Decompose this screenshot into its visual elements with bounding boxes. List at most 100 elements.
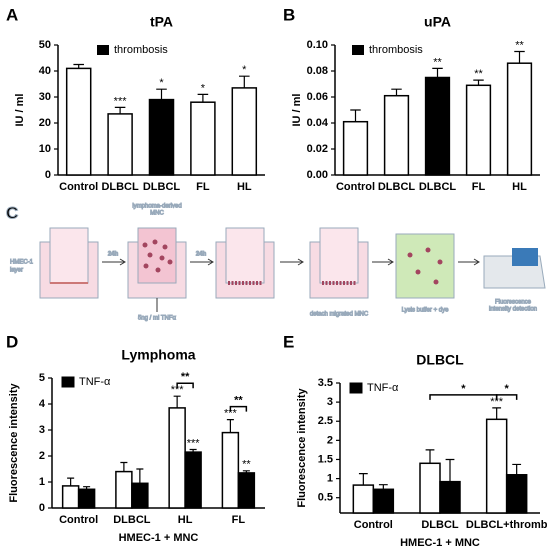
x-tick-label: FL [472, 181, 486, 193]
legend-label: TNF-α [79, 376, 111, 388]
legend-swatch [349, 382, 363, 394]
bar [465, 84, 492, 176]
y-tick-label: 1.5 [318, 453, 333, 465]
bar [505, 474, 528, 514]
significance: *** [114, 95, 128, 107]
bar [61, 485, 80, 509]
cells [142, 239, 173, 273]
insert [319, 227, 359, 284]
y-tick-label: 0.08 [307, 65, 328, 77]
y-tick-label: 10 [39, 143, 51, 155]
insert [49, 227, 89, 284]
y-tick-label: 2.5 [318, 415, 333, 427]
y-tick-label: 1 [39, 476, 45, 488]
bar [131, 482, 149, 509]
arrow-head [387, 258, 394, 266]
label: 24h [196, 252, 207, 258]
error-bar [83, 486, 91, 490]
y-tick-label: 3 [39, 424, 45, 436]
label: lymphoma-derived [132, 204, 181, 210]
arrow-head [119, 258, 126, 266]
significance: *** [187, 437, 201, 449]
x-tick-label: Control [336, 181, 375, 193]
bar [65, 67, 92, 176]
bar [352, 484, 375, 514]
panel-label: B [283, 5, 295, 24]
bar [221, 431, 240, 509]
bracket-label: * [505, 383, 510, 395]
y-tick-label: 2 [39, 450, 45, 462]
y-tick-label: 50 [39, 39, 51, 51]
bracket [429, 394, 498, 400]
chart-title: DLBCL [416, 352, 464, 368]
x-tick-label: Control [59, 181, 98, 193]
bracket-label: ** [234, 395, 243, 407]
bar [342, 120, 369, 176]
diagram: C HMEC-1 layer 24h lymphoma-derived MNC … [6, 203, 546, 322]
error-bar [391, 88, 402, 96]
bar [168, 407, 186, 509]
bar [419, 462, 441, 514]
label: HMEC-1 [10, 260, 34, 266]
x-tick-label: DLBCL [419, 181, 457, 193]
x-axis-label: HMEC-1 + MNC [400, 537, 480, 549]
bracket-label: * [461, 383, 466, 395]
y-tick-label: 0.00 [307, 169, 328, 181]
y-tick-label: 0.10 [307, 39, 328, 51]
bracket [229, 405, 248, 412]
error-bar [120, 461, 128, 472]
x-tick-label: DLBCL [421, 519, 459, 531]
legend-swatch [352, 45, 364, 55]
x-tick-label: HL [237, 181, 252, 193]
legend-swatch [61, 376, 75, 388]
bar [107, 113, 133, 176]
y-tick-label: 4 [39, 398, 46, 410]
label: 24h [108, 252, 119, 258]
chart-title: uPA [424, 14, 451, 30]
x-tick-label: DLBCL [101, 181, 139, 193]
bar [77, 488, 96, 509]
panel-label: E [283, 332, 294, 351]
y-tick-label: 5 [39, 372, 45, 384]
error-bar [425, 449, 435, 464]
x-tick-label: FL [232, 514, 246, 526]
error-bar [73, 63, 84, 69]
significance: ** [474, 68, 483, 80]
y-tick-label: 3.5 [318, 377, 333, 389]
y-tick-label: 0.06 [307, 91, 328, 103]
significance: * [201, 82, 206, 94]
error-bar [514, 50, 525, 64]
arrow-head [473, 258, 480, 266]
legend-label: thrombosis [114, 44, 168, 56]
y-tick-label: 40 [39, 65, 51, 77]
y-tick-label: 0.04 [307, 117, 329, 129]
error-bar [512, 463, 522, 475]
arrow-head [297, 258, 304, 266]
bracket [495, 394, 518, 400]
y-tick-label: 0.5 [318, 492, 333, 504]
bar [148, 98, 175, 176]
x-tick-label: DLBCL [378, 181, 416, 193]
x-tick-label: HL [512, 181, 527, 193]
error-bar [492, 407, 502, 420]
x-tick-label: DLBCL [113, 514, 151, 526]
y-tick-label: 3 [327, 396, 333, 408]
well [395, 233, 455, 299]
arrow-head [207, 258, 214, 266]
error-bar [242, 470, 250, 473]
bar [383, 94, 410, 176]
panel-label: D [6, 332, 18, 351]
error-bar [197, 93, 209, 103]
label: 5ng / ml TNFα [138, 316, 177, 322]
error-bar [173, 395, 181, 408]
error-bar [114, 106, 126, 114]
reader-screen [512, 248, 538, 266]
significance: *** [490, 396, 504, 408]
error-bar [350, 109, 361, 122]
error-bar [156, 88, 167, 100]
y-axis-label: Fluorescence intensity [296, 388, 308, 508]
y-tick-label: 20 [39, 117, 51, 129]
error-bar [67, 477, 75, 486]
error-bar [239, 75, 250, 88]
